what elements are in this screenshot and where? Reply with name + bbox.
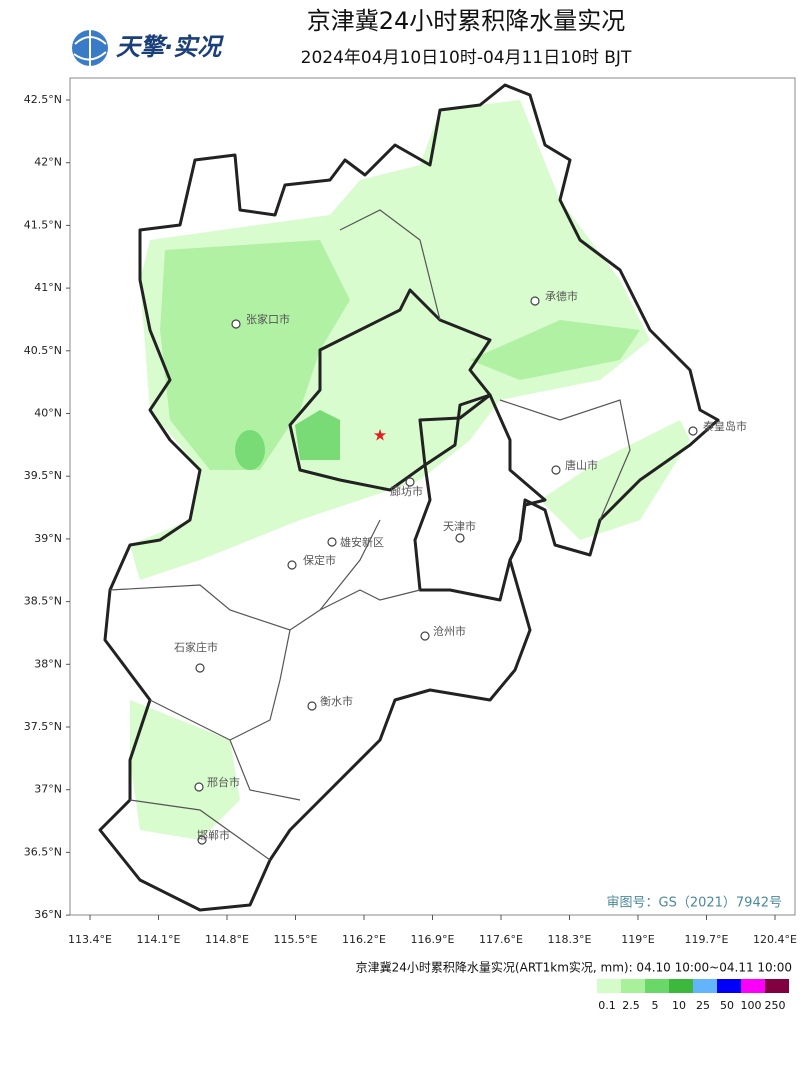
lat-label: 37°N (34, 783, 62, 796)
city-label: 沧州市 (433, 624, 466, 638)
lon-label: 120.4°E (753, 933, 797, 946)
title: 京津冀24小时累积降水量实况 (307, 7, 626, 35)
city-marker (195, 663, 205, 673)
city-label: 保定市 (303, 553, 336, 567)
legend: 0.1 2.5 5 10 25 50 100 250 (597, 979, 789, 1012)
lon-label: 117.6°E (479, 933, 523, 946)
city-marker (231, 319, 241, 329)
legend-swatch (717, 979, 741, 993)
legend-swatch (741, 979, 765, 993)
city-marker (551, 465, 561, 475)
lat-label: 38°N (34, 657, 62, 670)
legend-label: 5 (652, 999, 659, 1012)
lat-label: 39°N (34, 532, 62, 545)
city-marker (420, 631, 430, 641)
logo-lines (73, 30, 107, 66)
lon-label: 118.3°E (548, 933, 592, 946)
lat-label: 37.5°N (24, 720, 62, 733)
area-mid (470, 320, 640, 380)
lat-label: 42°N (34, 156, 62, 169)
area-mid (160, 240, 350, 470)
legend-swatch (765, 979, 789, 993)
lon-label: 113.4°E (68, 933, 112, 946)
approval: 审图号：GS（2021）7942号 (607, 896, 783, 911)
area-high (235, 430, 265, 470)
precip-areas (130, 100, 690, 840)
area-high (295, 410, 340, 460)
legend-label: 100 (741, 999, 762, 1012)
legend-swatch (669, 979, 693, 993)
city-label: 雄安新区 (340, 535, 384, 549)
lat-label: 40.5°N (24, 344, 62, 357)
city-label: 张家口市 (246, 312, 290, 326)
legend-swatch (597, 979, 621, 993)
legend-swatch (693, 979, 717, 993)
city-marker (287, 560, 297, 570)
lat-label: 38.5°N (24, 595, 62, 608)
city-marker (327, 537, 337, 547)
cities: 张家口市 承德市秦皇岛市唐山市廊坊市天津市雄安新区保定市沧州市石家庄市衡水市邢台市… (174, 289, 747, 845)
legend-label: 10 (672, 999, 686, 1012)
lat-label: 41°N (34, 281, 62, 294)
legend-title: 京津冀24小时累积降水量实况(ART1km实况, mm): 04.10 10:0… (356, 960, 792, 975)
lat-label: 36°N (34, 908, 62, 921)
boundaries (98, 83, 720, 912)
city-marker (688, 426, 698, 436)
city-label: 邯郸市 (197, 828, 230, 842)
city-label: 唐山市 (565, 458, 598, 472)
city-label: 廊坊市 (390, 484, 423, 498)
city-label: 邢台市 (207, 775, 240, 789)
lat-label: 40°N (34, 407, 62, 420)
lon-label: 116.9°E (411, 933, 455, 946)
logo: 天擎·实况 (72, 30, 224, 66)
city-label: 秦皇岛市 (703, 419, 747, 433)
lon-label: 114.1°E (137, 933, 181, 946)
beijing-boundary (288, 288, 492, 492)
area-light (540, 420, 690, 540)
city-boundaries (109, 209, 631, 861)
city-marker (307, 701, 317, 711)
lat-label: 39.5°N (24, 469, 62, 482)
legend-label: 25 (696, 999, 710, 1012)
city-marker (405, 477, 415, 487)
lat-label: 41.5°N (24, 218, 62, 231)
city-marker (530, 296, 540, 306)
city-label: 承德市 (545, 289, 578, 303)
area-light (130, 700, 240, 840)
lon-label: 114.8°E (205, 933, 249, 946)
legend-label: 2.5 (622, 999, 640, 1012)
legend-label: 0.1 (598, 999, 616, 1012)
lat-label: 36.5°N (24, 845, 62, 858)
logo-text: 天擎·实况 (116, 33, 224, 61)
lat-label: 42.5°N (24, 93, 62, 106)
subtitle: 2024年04月10日10时-04月11日10时 BJT (301, 48, 632, 68)
tianjin-boundary (413, 393, 547, 602)
lon-label: 115.5°E (274, 933, 318, 946)
legend-label: 250 (765, 999, 786, 1012)
legend-swatch (645, 979, 669, 993)
city-marker (455, 533, 465, 543)
prefecture-lines (109, 209, 631, 861)
capital-star: ★ (373, 426, 387, 445)
city-marker (197, 835, 207, 845)
lon-label: 119°E (621, 933, 654, 946)
city-label: 石家庄市 (174, 640, 218, 654)
city-marker (194, 782, 204, 792)
city-label: 衡水市 (320, 694, 353, 708)
legend-swatch (621, 979, 645, 993)
lon-label: 119.7°E (685, 933, 729, 946)
axes: 42.5°N 42°N 41.5°N 41°N 40.5°N 40°N 39.5°N 39°N… (24, 93, 797, 946)
legend-label: 50 (720, 999, 734, 1012)
outer-boundary (98, 83, 720, 912)
lon-label: 116.2°E (342, 933, 386, 946)
city-label: 天津市 (443, 519, 476, 533)
